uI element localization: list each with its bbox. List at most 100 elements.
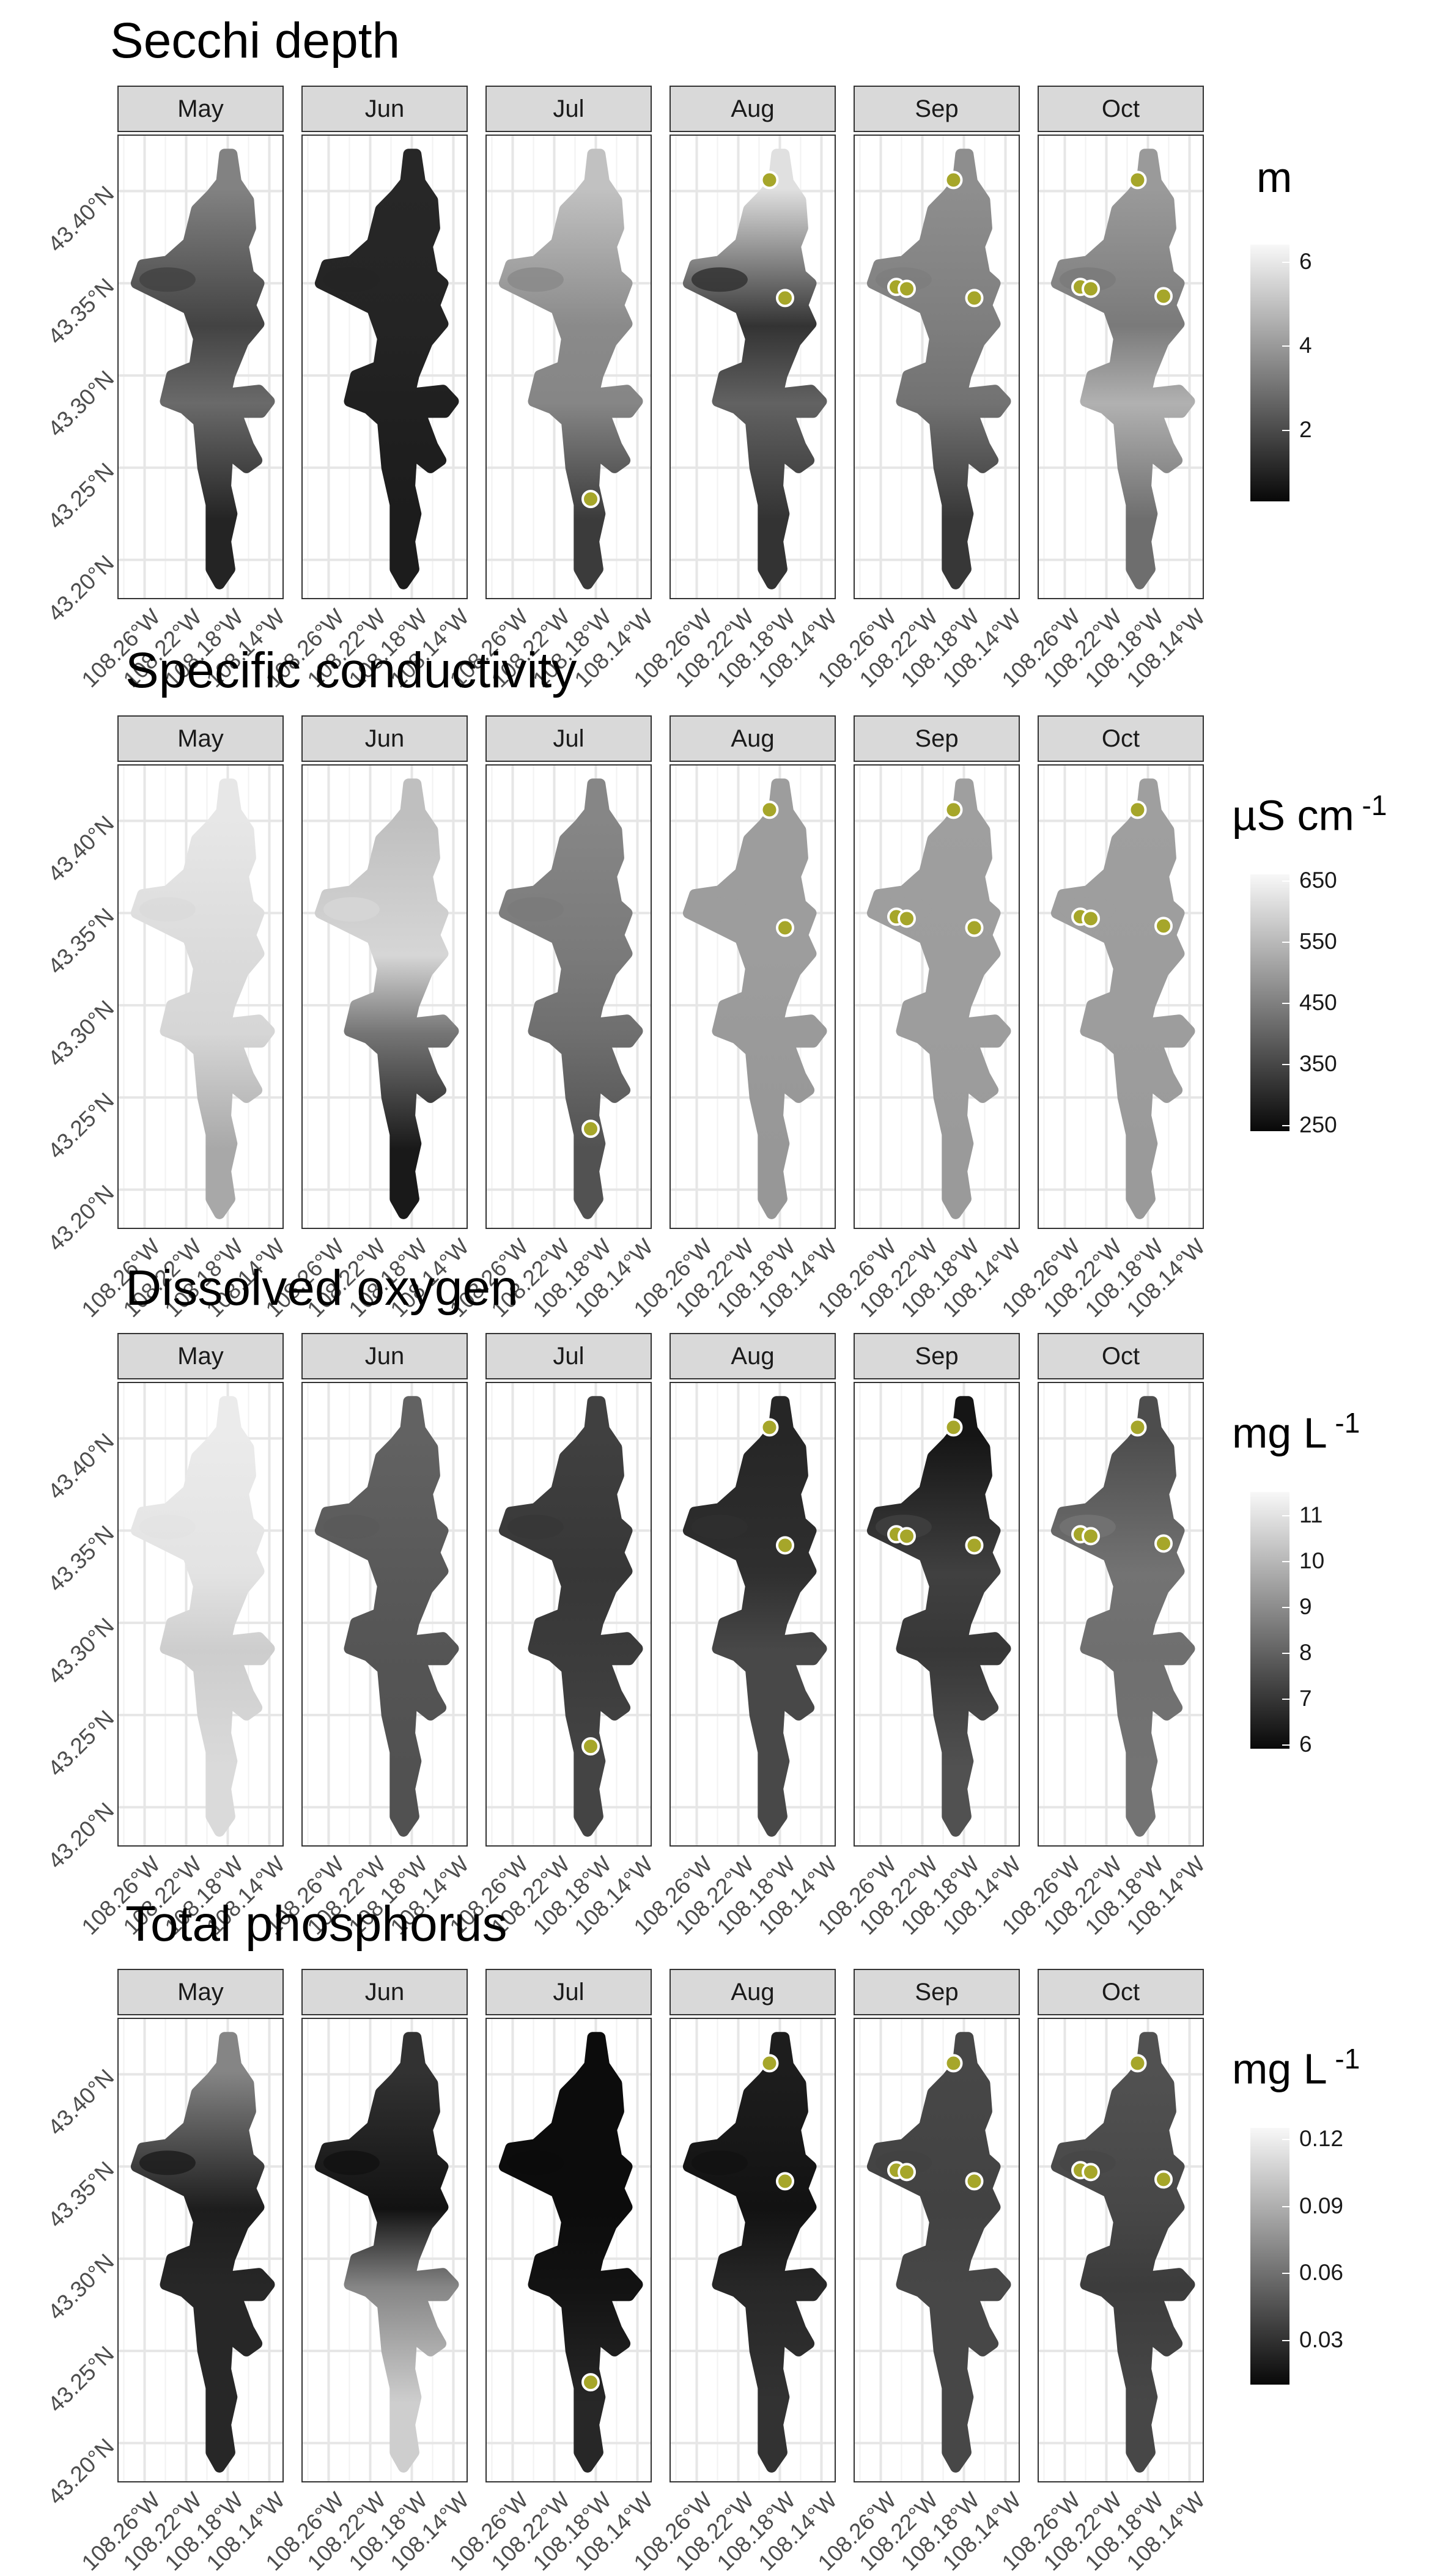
west-arm-region (139, 267, 196, 292)
reservoir-surface (682, 2032, 827, 2473)
facet-strip-label: Sep (854, 1333, 1020, 1379)
legend-tick-label: 250 (1299, 1112, 1337, 1137)
y-tick-label: 43.35°N (43, 273, 119, 350)
facet-panel-aug: Aug (670, 86, 836, 599)
reservoir-surface (682, 778, 827, 1219)
legend-tick-label: 550 (1299, 929, 1337, 954)
legend-tick-label: 9 (1299, 1593, 1312, 1619)
sampling-site-point (776, 1536, 794, 1555)
sampling-site-point (581, 1737, 600, 1756)
map-svg (671, 766, 835, 1228)
legend-tick-label: 0.03 (1299, 2327, 1344, 2352)
y-tick-label: 43.25°N (43, 457, 119, 534)
legend-tick-label: 8 (1299, 1639, 1312, 1665)
facet-plot-area (485, 135, 652, 599)
y-tick-label: 43.40°N (43, 2064, 119, 2141)
legend-tick-mark (1282, 1698, 1289, 1700)
facet-plot-area (854, 135, 1020, 599)
legend-tick-mark (1282, 2339, 1289, 2341)
y-tick-label: 43.25°N (43, 1705, 119, 1781)
reservoir-surface (1050, 2032, 1195, 2473)
sampling-site-point (1128, 171, 1147, 190)
facet-panel-aug: Aug (670, 715, 836, 1229)
facet-plot-area (854, 1382, 1020, 1847)
facet-strip-label: Aug (670, 715, 836, 762)
reservoir-surface (866, 778, 1011, 1219)
map-svg (487, 1383, 651, 1845)
facet-strip-label: Aug (670, 86, 836, 132)
chart-title: Secchi depth (110, 13, 400, 68)
reservoir-surface (314, 778, 459, 1219)
facet-plot-area (117, 1382, 284, 1847)
sampling-site-point (760, 171, 779, 190)
sampling-site-point (898, 1527, 916, 1546)
y-tick-label: 43.30°N (43, 366, 119, 442)
facet-panel-aug: Aug (670, 1333, 836, 1847)
legend-tick-label: 2 (1299, 416, 1312, 442)
legend-tick-label: 350 (1299, 1051, 1337, 1076)
legend-tick-mark (1282, 1560, 1289, 1562)
reservoir-surface (130, 778, 275, 1219)
reservoir-surface (498, 149, 643, 589)
legend-tick-mark (1282, 1744, 1289, 1746)
west-arm-region (507, 897, 564, 922)
facet-panel-jun: Jun (301, 86, 468, 599)
west-arm-region (139, 1515, 196, 1540)
facet-panel-may: May (117, 86, 284, 599)
facet-plot-area (854, 2018, 1020, 2482)
facet-plot-area (670, 1382, 836, 1847)
sampling-site-point (581, 1120, 600, 1139)
sampling-site-point (776, 918, 794, 937)
legend-tick-mark (1282, 1125, 1289, 1126)
sampling-site-point (1128, 1418, 1147, 1437)
facet-panel-jul: Jul (485, 715, 652, 1229)
map-svg (1039, 1383, 1203, 1845)
map-svg (303, 1383, 467, 1845)
facet-strip-label: Oct (1038, 1969, 1204, 2015)
chart-title: Total phosphorus (125, 1896, 507, 1952)
facet-panel-jul: Jul (485, 86, 652, 599)
facet-plot-area (1038, 135, 1204, 599)
legend-tick-mark (1282, 942, 1289, 943)
map-svg (671, 136, 835, 598)
legend-colorbar (1250, 1492, 1289, 1749)
sampling-site-point (1154, 287, 1173, 306)
reservoir-surface (314, 2032, 459, 2473)
map-svg (855, 2019, 1019, 2481)
chart-title: Specific conductivity (125, 643, 577, 698)
sampling-site-point (1154, 2170, 1173, 2189)
facet-panel-sep: Sep (854, 1333, 1020, 1847)
y-tick-label: 43.40°N (43, 1428, 119, 1505)
legend-tick-label: 450 (1299, 990, 1337, 1015)
facet-panel-may: May (117, 1969, 284, 2482)
facet-strip-label: Oct (1038, 86, 1204, 132)
map-svg (671, 1383, 835, 1845)
facet-panel-oct: Oct (1038, 1969, 1204, 2482)
legend-tick-label: 11 (1299, 1502, 1323, 1527)
facet-plot-area (1038, 2018, 1204, 2482)
legend-colorbar (1250, 245, 1289, 501)
map-svg (1039, 766, 1203, 1228)
map-svg (303, 136, 467, 598)
sampling-site-point (898, 909, 916, 928)
facet-panel-jul: Jul (485, 1969, 652, 2482)
sampling-site-point (760, 800, 779, 819)
facet-panel-oct: Oct (1038, 1333, 1204, 1847)
sampling-site-point (1082, 1527, 1100, 1546)
facet-plot-area (670, 2018, 836, 2482)
y-tick-label: 43.20°N (43, 1179, 119, 1256)
y-tick-label: 43.35°N (43, 903, 119, 980)
facet-panel-sep: Sep (854, 86, 1020, 599)
west-arm-region (139, 897, 196, 922)
west-arm-region (507, 1515, 564, 1540)
sampling-site-point (898, 279, 916, 298)
y-tick-label: 43.35°N (43, 2157, 119, 2233)
facet-plot-area (1038, 764, 1204, 1229)
legend-tick-label: 0.06 (1299, 2260, 1344, 2286)
facet-plot-area (301, 764, 468, 1229)
west-arm-region (323, 1515, 380, 1540)
sampling-site-point (1154, 917, 1173, 936)
facet-strip-label: Aug (670, 1969, 836, 2015)
facet-plot-area (485, 2018, 652, 2482)
reservoir-surface (130, 2032, 275, 2473)
